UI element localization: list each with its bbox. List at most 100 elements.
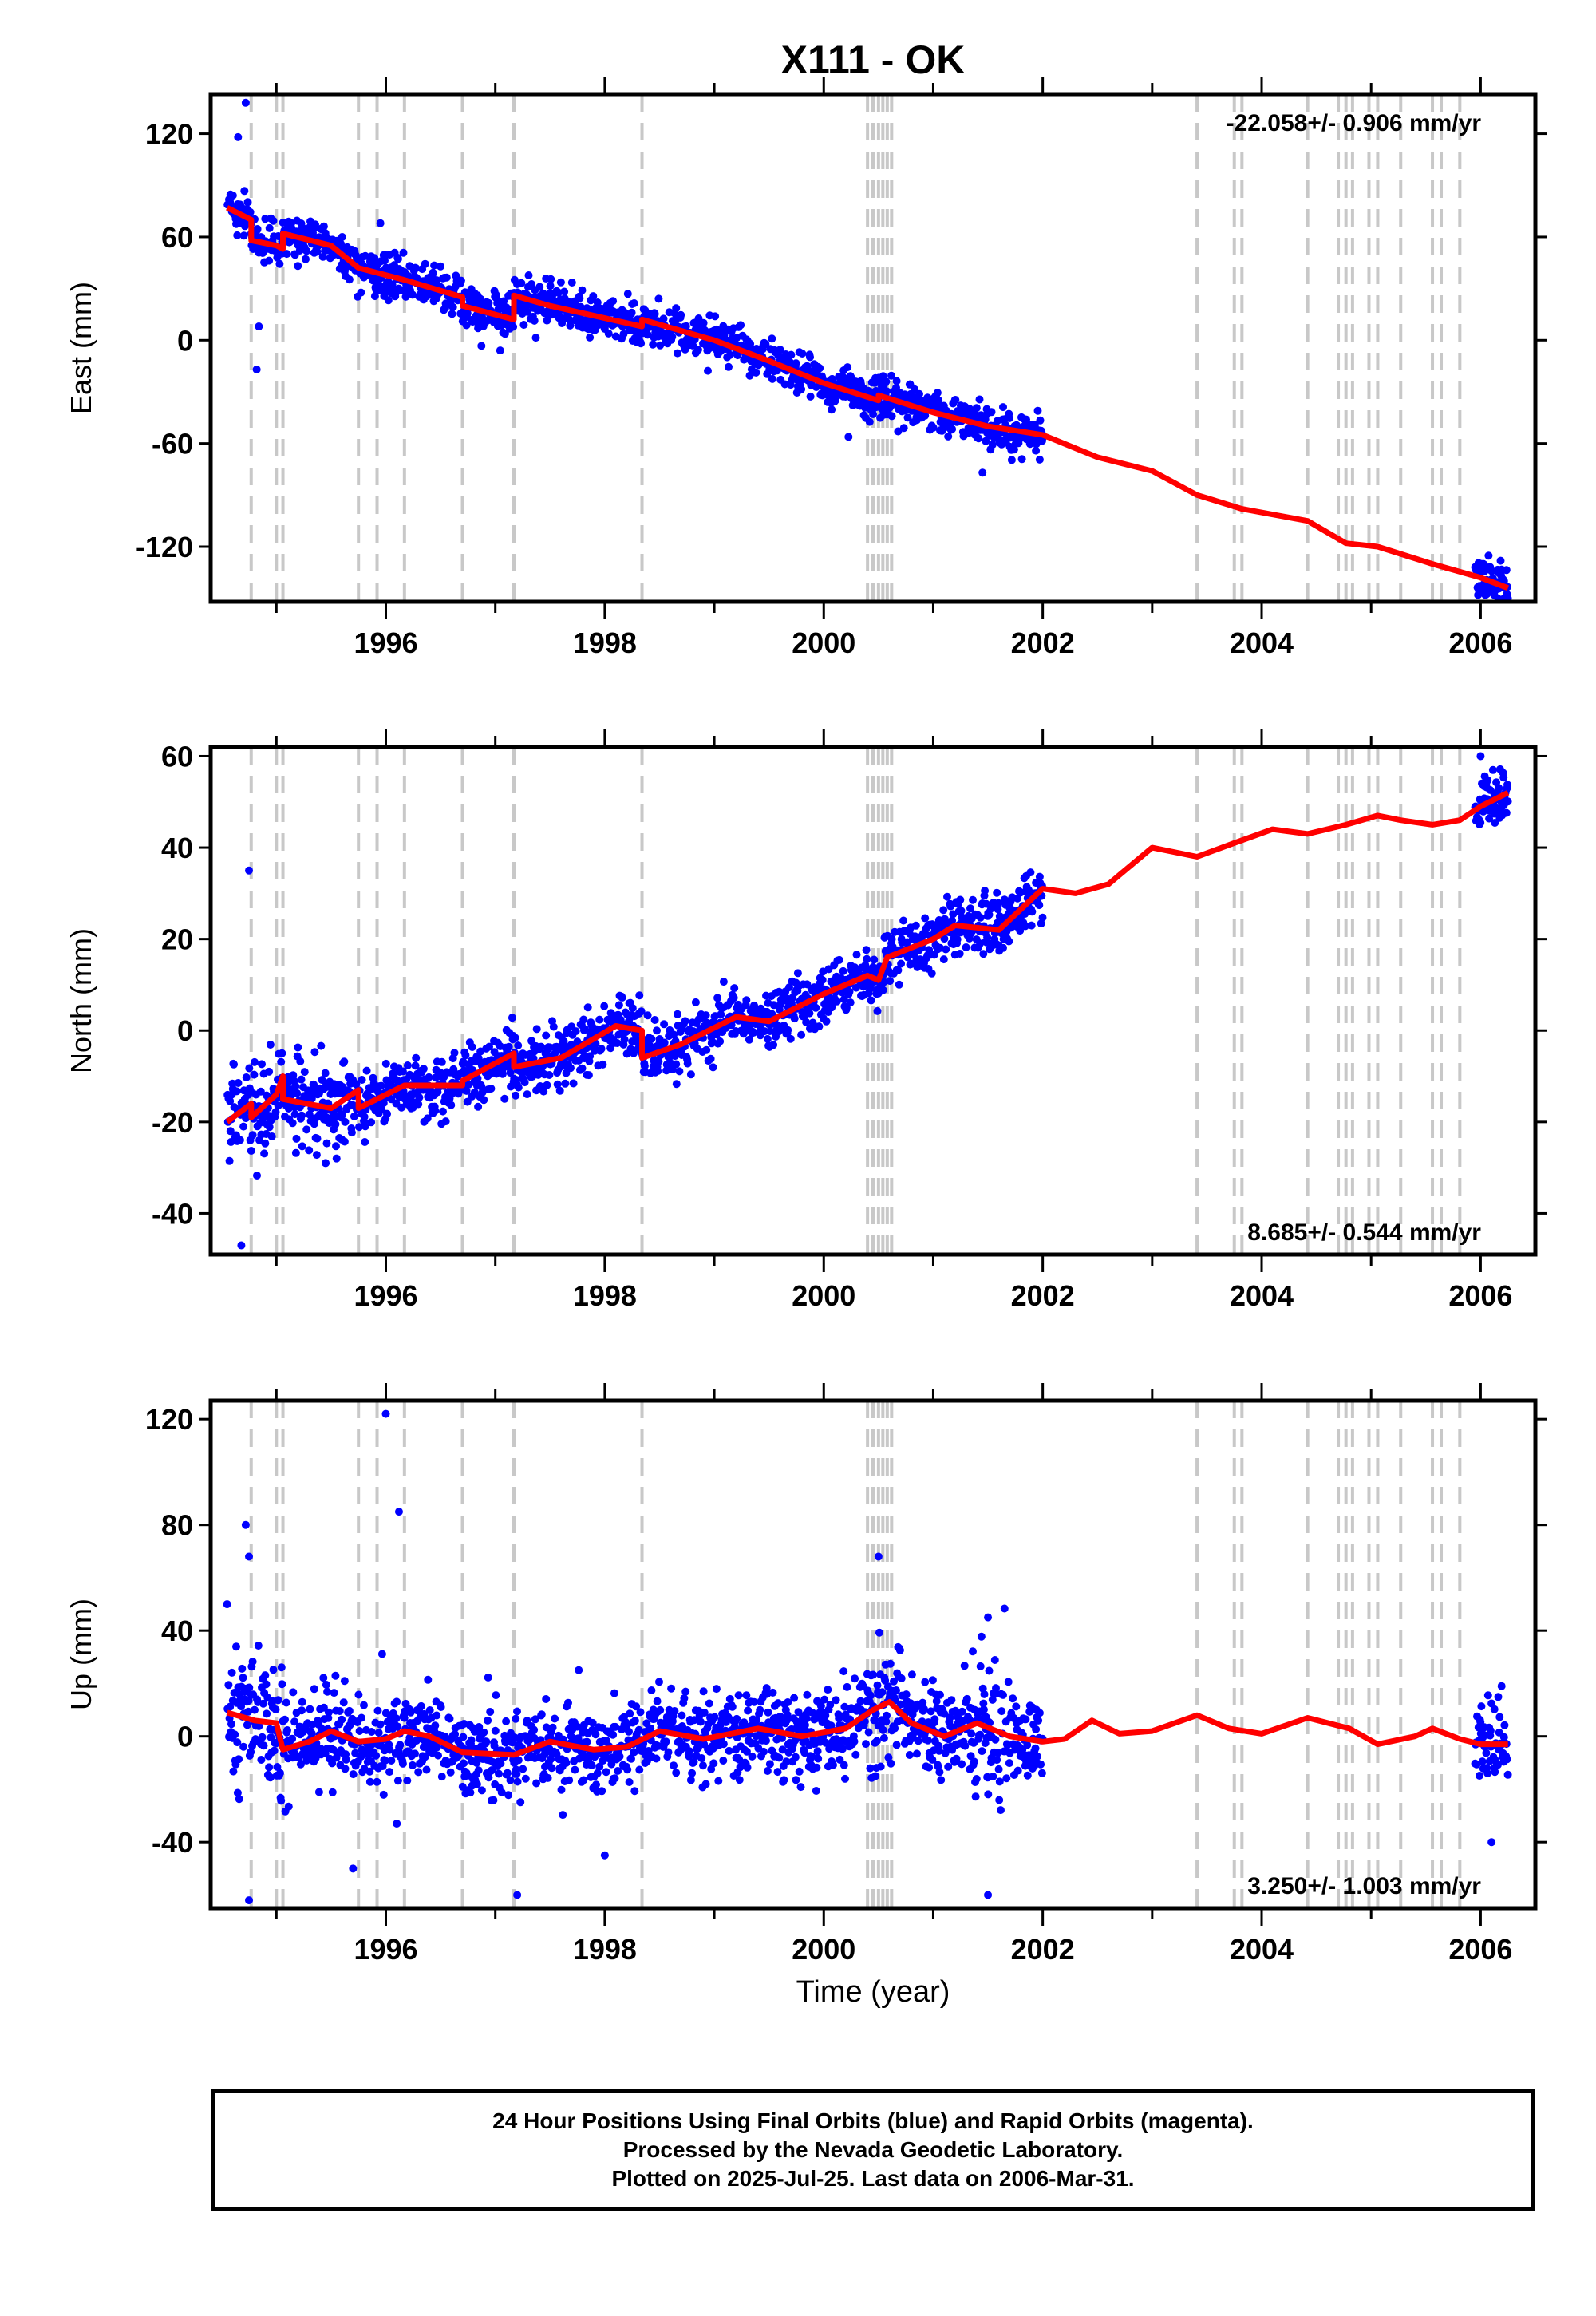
data-point [835, 1714, 843, 1723]
data-point [502, 1717, 511, 1725]
data-point [1502, 566, 1511, 575]
data-point [835, 955, 843, 964]
data-point [227, 1668, 236, 1677]
data-point [763, 1034, 772, 1043]
data-point [1004, 1678, 1013, 1686]
plot-frame [208, 745, 1538, 1257]
rate-label: 3.250+/- 1.003 mm/yr [1247, 1873, 1481, 1899]
data-point [253, 225, 262, 233]
data-point [1033, 1752, 1041, 1761]
data-point [472, 1780, 481, 1788]
outlier-point [1487, 1838, 1496, 1847]
data-point [983, 933, 992, 942]
data-point [790, 1014, 799, 1023]
data-point [470, 1088, 479, 1097]
data-point [1021, 922, 1029, 931]
data-point [1499, 1733, 1508, 1741]
data-point [422, 1765, 431, 1774]
data-point [832, 396, 839, 405]
data-point [972, 1775, 981, 1783]
data-point [244, 1707, 253, 1716]
data-point [259, 1741, 268, 1750]
data-point [261, 215, 270, 223]
data-point [929, 423, 938, 432]
data-point [944, 432, 953, 441]
data-point [675, 1067, 684, 1076]
data-point [745, 371, 754, 380]
data-point [484, 1673, 492, 1682]
y-tick-label: 80 [161, 1509, 193, 1542]
data-point [345, 1706, 354, 1715]
data-point [914, 1737, 922, 1745]
data-point [411, 1749, 419, 1758]
data-point [1032, 446, 1041, 455]
data-point [450, 1049, 459, 1057]
data-point [586, 333, 595, 342]
data-point [508, 1014, 516, 1022]
data-point [729, 994, 738, 1002]
outlier-point [349, 1864, 358, 1873]
data-point [598, 1787, 606, 1796]
data-point [921, 914, 930, 923]
data-point [511, 1034, 519, 1042]
data-point [791, 1753, 800, 1761]
data-point [571, 1027, 580, 1036]
data-point [670, 1761, 678, 1770]
outlier-point [252, 365, 261, 373]
data-point [547, 275, 555, 283]
data-point [551, 1714, 559, 1723]
data-point [351, 1749, 360, 1757]
data-point [970, 1757, 978, 1766]
data-point [543, 1773, 552, 1782]
data-point [764, 1708, 772, 1717]
data-point [887, 412, 896, 421]
data-point [869, 410, 878, 418]
data-point [282, 250, 291, 259]
data-point [477, 1786, 486, 1795]
data-point [226, 1097, 235, 1105]
data-point [637, 339, 646, 348]
data-point [999, 403, 1007, 412]
data-point [699, 318, 708, 327]
data-point [530, 316, 539, 325]
data-point [606, 1044, 615, 1053]
data-point [1483, 776, 1492, 785]
data-point [899, 424, 908, 433]
data-point [531, 334, 540, 342]
y-tick-label: 40 [161, 832, 193, 864]
data-point [448, 310, 456, 318]
data-point [419, 1065, 428, 1073]
data-point [234, 1079, 243, 1087]
data-point [310, 1048, 319, 1057]
data-point [951, 396, 960, 404]
data-point [293, 1089, 302, 1097]
data-point [928, 1676, 937, 1685]
data-point [939, 955, 948, 964]
x-tick-label: 2006 [1448, 1933, 1512, 1966]
data-point [332, 1142, 340, 1151]
data-point [887, 935, 896, 943]
data-point [377, 1650, 386, 1658]
data-point [239, 1674, 247, 1682]
data-point [399, 248, 408, 257]
data-point [1476, 1772, 1483, 1780]
data-point [524, 271, 533, 279]
data-point [557, 1785, 566, 1794]
data-point [1028, 907, 1037, 916]
data-point [532, 1025, 541, 1034]
data-point [292, 1134, 301, 1143]
data-point [921, 1678, 930, 1686]
data-point [593, 1769, 602, 1777]
data-point [1009, 1694, 1017, 1703]
data-point [832, 1696, 840, 1705]
data-point [565, 1776, 574, 1784]
data-point [542, 1031, 551, 1040]
data-point [1476, 818, 1485, 827]
data-point [561, 1079, 570, 1088]
data-point [1500, 1721, 1509, 1729]
data-point [683, 1059, 692, 1068]
data-point [312, 1151, 321, 1160]
data-point [765, 1760, 774, 1769]
data-point [477, 342, 486, 350]
